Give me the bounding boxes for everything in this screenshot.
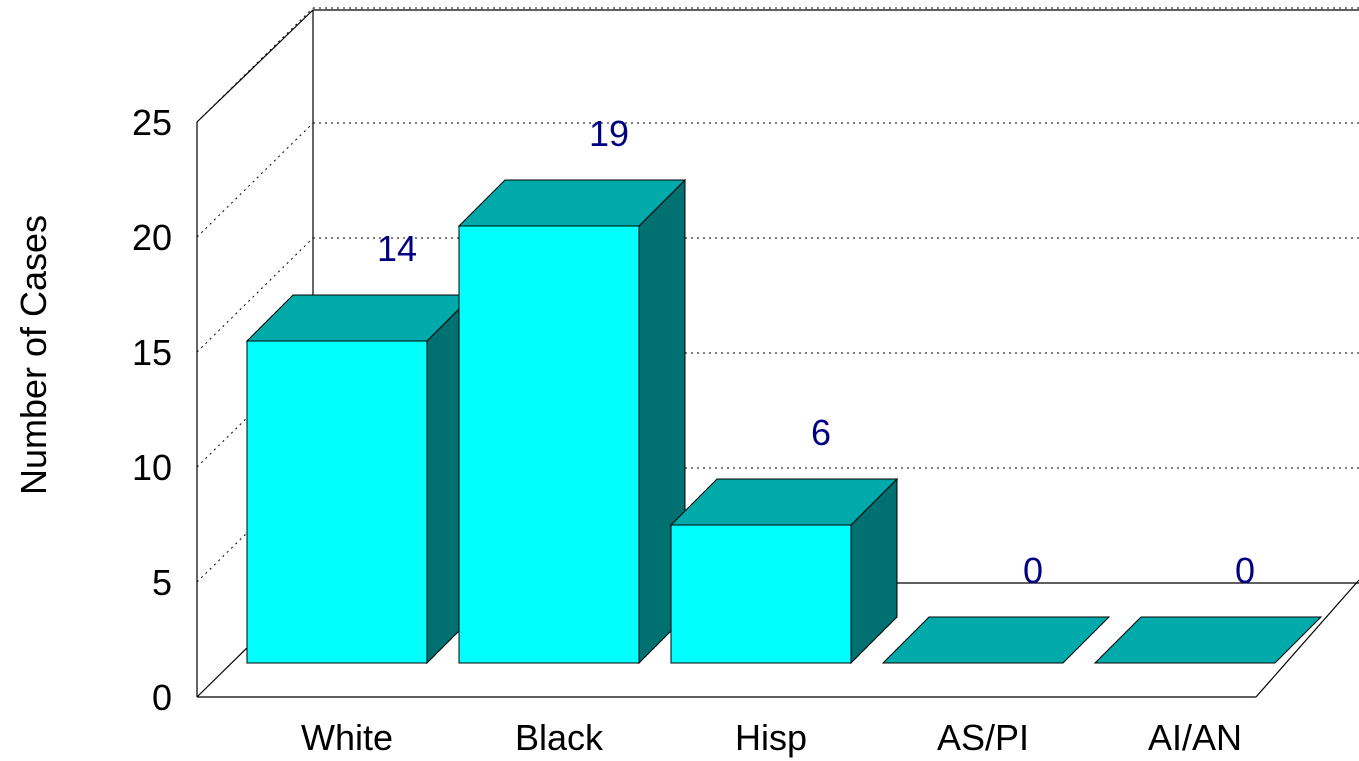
bar: [881, 616, 1111, 664]
y-tick-label: 5: [152, 562, 172, 603]
data-label: 19: [589, 113, 629, 154]
bar-top-face: [1093, 616, 1323, 664]
y-tick-label: 25: [132, 102, 172, 143]
bar: [245, 293, 475, 665]
data-labels: 14 19 6 0 0: [377, 113, 1255, 591]
x-category-label: AS/PI: [937, 717, 1029, 758]
y-tick-label: 0: [152, 677, 172, 718]
bar: [1093, 616, 1323, 664]
bar-top-face: [881, 616, 1111, 664]
y-tick-label: 20: [132, 217, 172, 258]
left-wall-top-edge: [196, 9, 314, 123]
x-category-label: Black: [515, 717, 604, 758]
x-category-label: AI/AN: [1148, 717, 1242, 758]
bars: [245, 178, 1323, 665]
bar: [457, 178, 687, 665]
x-category-labels: White Black Hisp AS/PI AI/AN: [301, 717, 1242, 758]
floor-right-edge: [1255, 579, 1359, 698]
bar-top-face: [669, 478, 899, 526]
y-tick-labels: 0 5 10 15 20 25: [132, 102, 172, 718]
bar-front-face: [670, 524, 852, 664]
bar-top-face: [457, 179, 687, 227]
y-tick-label: 15: [132, 332, 172, 373]
x-category-label: White: [301, 717, 393, 758]
y-axis-title: Number of Cases: [13, 215, 54, 495]
data-label: 14: [377, 228, 417, 269]
y-tick-label: 10: [132, 447, 172, 488]
x-category-label: Hisp: [735, 717, 807, 758]
data-label: 6: [811, 412, 831, 453]
bar: [669, 477, 899, 665]
bar-front-face: [246, 340, 428, 664]
bar-front-face: [458, 225, 640, 664]
gridline-left-wall: [196, 7, 314, 123]
data-label: 0: [1023, 550, 1043, 591]
data-label: 0: [1235, 550, 1255, 591]
gridline-left-wall: [196, 122, 314, 238]
